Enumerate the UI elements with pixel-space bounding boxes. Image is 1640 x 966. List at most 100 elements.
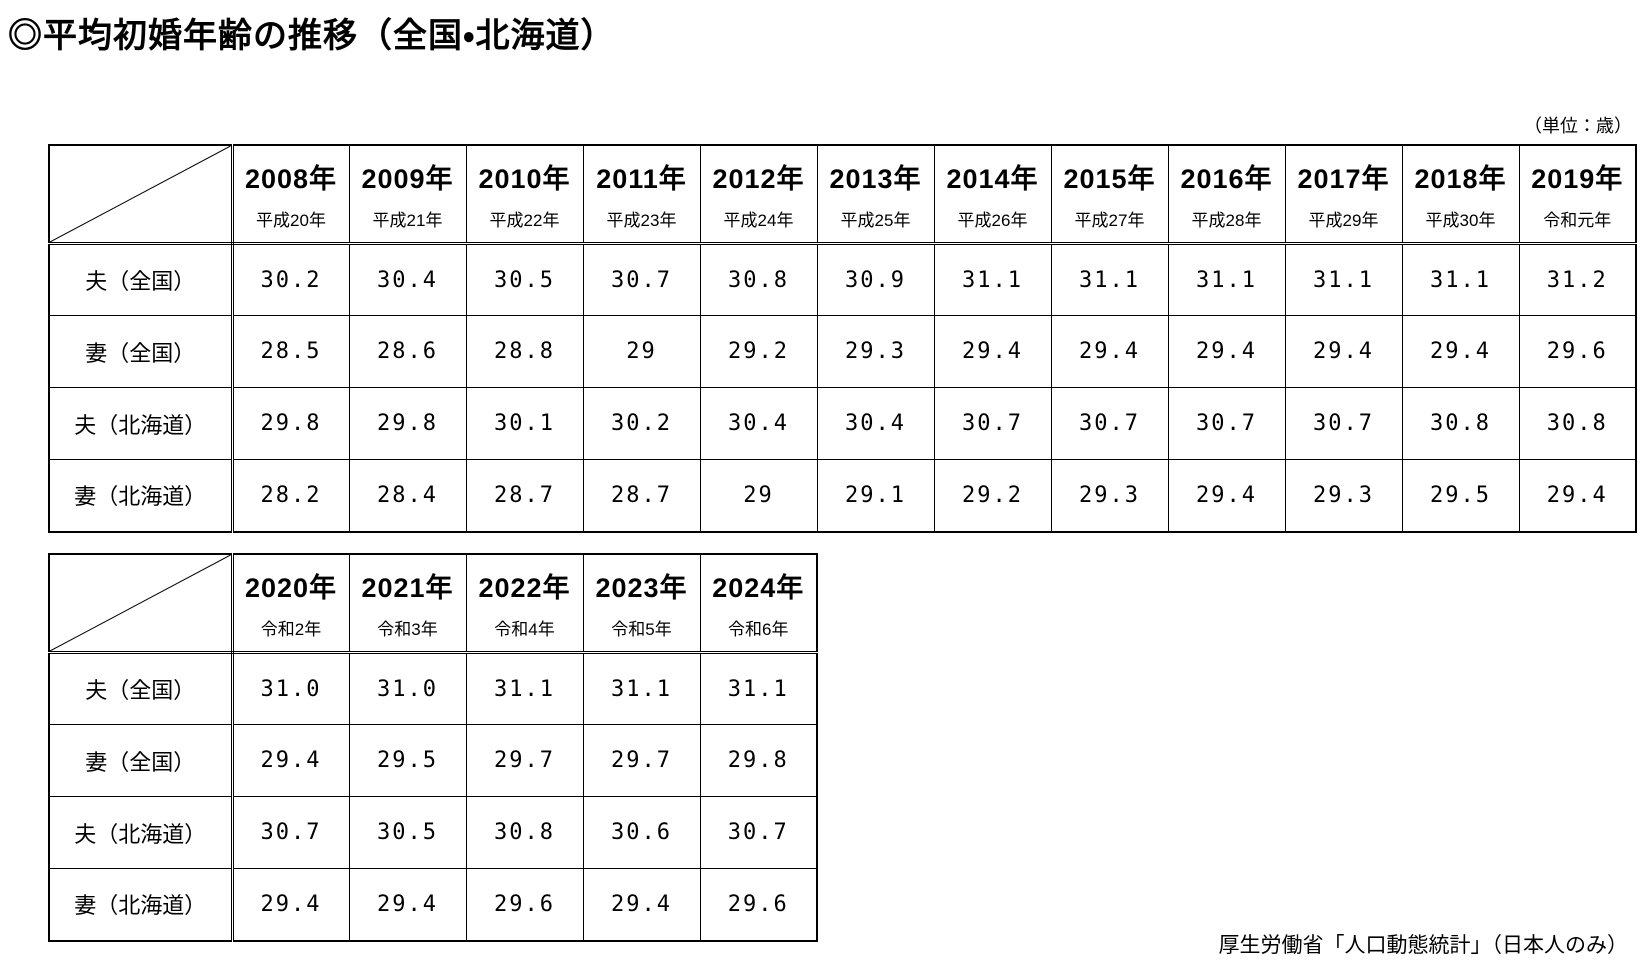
value-cell: 29.2 bbox=[933, 459, 1052, 532]
value-cell: 29 bbox=[582, 315, 701, 388]
era-label: 令和6年 bbox=[728, 620, 789, 640]
table-row: 妻（北海道） 28.2 28.4 28.7 28.7 29 29.1 29.2 29.3 29.4… bbox=[48, 459, 1637, 532]
value-cell: 29.3 bbox=[1050, 459, 1169, 532]
value-cell: 29.5 bbox=[348, 724, 467, 797]
era-label: 平成27年 bbox=[1074, 211, 1145, 231]
year-column-header: 2023年 令和5年 bbox=[582, 553, 701, 654]
value-cell: 29.6 bbox=[465, 868, 584, 941]
row-label: 夫（北海道） bbox=[48, 796, 234, 869]
value-cell: 31.1 bbox=[699, 652, 818, 725]
year-column-header: 2011年平成23年 bbox=[582, 144, 701, 245]
value-cell: 31.1 bbox=[582, 652, 701, 725]
year-column-header: 2021年 令和3年 bbox=[348, 553, 467, 654]
value-cell: 30.8 bbox=[699, 243, 818, 316]
year-column-header: 2015年 平成27年 bbox=[1050, 144, 1169, 245]
year-column-header: 2019年 令和元年 bbox=[1518, 144, 1637, 245]
row-label: 妻（全国） bbox=[48, 724, 234, 797]
year-column-header: 2012年平成24年 bbox=[699, 144, 818, 245]
value-cell: 29.4 bbox=[231, 868, 350, 941]
row-label: 妻（北海道） bbox=[48, 868, 234, 941]
value-cell: 30.9 bbox=[816, 243, 935, 316]
value-cell: 28.2 bbox=[231, 459, 350, 532]
value-cell: 31.2 bbox=[1518, 243, 1637, 316]
table-region-2008-2019: 2008年平成20年 2009年 平成21年 2010年平成22年 2011年平成23年… bbox=[48, 144, 1637, 533]
value-cell: 31.0 bbox=[348, 652, 467, 725]
table-region-2020-2024: 2020年 令和2年 2021年 令和3年 2022年 令和4年 2023年 令和5年 2024… bbox=[48, 553, 818, 942]
value-cell: 30.7 bbox=[933, 387, 1052, 460]
source-note: 厚生労働省「人口動態統計」（日本人のみ） bbox=[1218, 934, 1629, 957]
year-column-header: 2014年平成26年 bbox=[933, 144, 1052, 245]
value-cell: 29.4 bbox=[1050, 315, 1169, 388]
year-label: 2011年 bbox=[596, 163, 687, 194]
era-label: 平成22年 bbox=[489, 211, 560, 231]
value-cell: 30.4 bbox=[348, 243, 467, 316]
diagonal-line bbox=[50, 555, 231, 651]
year-label: 2009年 bbox=[361, 163, 454, 194]
era-label: 平成26年 bbox=[957, 211, 1028, 231]
table-row: 夫（全国） 31.0 31.0 31.1 31.1 31.1 bbox=[48, 652, 818, 725]
value-cell: 30.5 bbox=[465, 243, 584, 316]
row-label: 夫（全国） bbox=[48, 652, 234, 725]
value-cell: 30.7 bbox=[699, 796, 818, 869]
value-cell: 30.4 bbox=[699, 387, 818, 460]
value-cell: 29.4 bbox=[1401, 315, 1520, 388]
value-cell: 30.7 bbox=[1284, 387, 1403, 460]
value-cell: 30.4 bbox=[816, 387, 935, 460]
header-row: 2008年平成20年 2009年 平成21年 2010年平成22年 2011年平成23年… bbox=[48, 144, 1637, 245]
year-label: 2010年 bbox=[478, 163, 571, 194]
era-label: 令和2年 bbox=[260, 620, 322, 640]
value-cell: 30.1 bbox=[465, 387, 584, 460]
value-cell: 29.3 bbox=[816, 315, 935, 388]
value-cell: 30.8 bbox=[1518, 387, 1637, 460]
value-cell: 30.7 bbox=[231, 796, 350, 869]
value-cell: 28.7 bbox=[582, 459, 701, 532]
year-label: 2014年 bbox=[946, 163, 1039, 194]
year-label: 2013年 bbox=[829, 163, 922, 194]
year-label: 2017年 bbox=[1297, 163, 1390, 194]
year-column-header: 2022年令和4年 bbox=[465, 553, 584, 654]
page-title: ◎平均初婚年齢の推移（全国・北海道） bbox=[8, 17, 616, 55]
value-cell: 29.4 bbox=[348, 868, 467, 941]
year-column-header: 2013年 平成25年 bbox=[816, 144, 935, 245]
value-cell: 30.8 bbox=[465, 796, 584, 869]
unit-note: （単位：歳） bbox=[1524, 116, 1632, 136]
year-label: 2022年 bbox=[478, 572, 571, 603]
marriage-age-table-2008-2019: 2008年平成20年 2009年 平成21年 2010年平成22年 2011年平成23年… bbox=[48, 144, 1637, 533]
value-cell: 29.4 bbox=[231, 724, 350, 797]
value-cell: 28.5 bbox=[231, 315, 350, 388]
corner-cell bbox=[48, 144, 234, 245]
value-cell: 30.7 bbox=[582, 243, 701, 316]
value-cell: 28.4 bbox=[348, 459, 467, 532]
era-label: 平成23年 bbox=[606, 211, 677, 231]
value-cell: 28.6 bbox=[348, 315, 467, 388]
value-cell: 29.3 bbox=[1284, 459, 1403, 532]
year-label: 2023年 bbox=[595, 572, 688, 603]
row-label: 妻（全国） bbox=[48, 315, 234, 388]
row-label: 妻（北海道） bbox=[48, 459, 234, 532]
year-label: 2018年 bbox=[1414, 163, 1507, 194]
era-label: 平成24年 bbox=[723, 211, 794, 231]
value-cell: 29.6 bbox=[699, 868, 818, 941]
year-column-header: 2009年 平成21年 bbox=[348, 144, 467, 245]
era-label: 平成29年 bbox=[1308, 211, 1379, 231]
year-label: 2020年 bbox=[244, 572, 338, 603]
value-cell: 30.8 bbox=[1401, 387, 1520, 460]
value-cell: 31.1 bbox=[1050, 243, 1169, 316]
era-label: 平成28年 bbox=[1191, 211, 1262, 231]
marriage-age-table-2020-2024: 2020年 令和2年 2021年 令和3年 2022年 令和4年 2023年 令和5年 2024… bbox=[48, 553, 818, 942]
value-cell: 29.2 bbox=[699, 315, 818, 388]
year-label: 2012年 bbox=[712, 163, 805, 194]
table-row: 妻（全国） 29.4 29.5 29.7 29.7 29.8 bbox=[48, 724, 818, 797]
value-cell: 29.4 bbox=[933, 315, 1052, 388]
year-label: 2008年 bbox=[244, 163, 338, 194]
row-label: 夫（全国） bbox=[48, 243, 234, 316]
value-cell: 30.7 bbox=[1050, 387, 1169, 460]
value-cell: 29 bbox=[699, 459, 818, 532]
value-cell: 31.1 bbox=[1401, 243, 1520, 316]
year-label: 2024年 bbox=[712, 572, 805, 603]
era-label: 令和4年 bbox=[494, 620, 555, 640]
year-column-header: 2017年平成29年 bbox=[1284, 144, 1403, 245]
year-label: 2016年 bbox=[1180, 163, 1273, 194]
era-label: 平成20年 bbox=[256, 211, 326, 231]
